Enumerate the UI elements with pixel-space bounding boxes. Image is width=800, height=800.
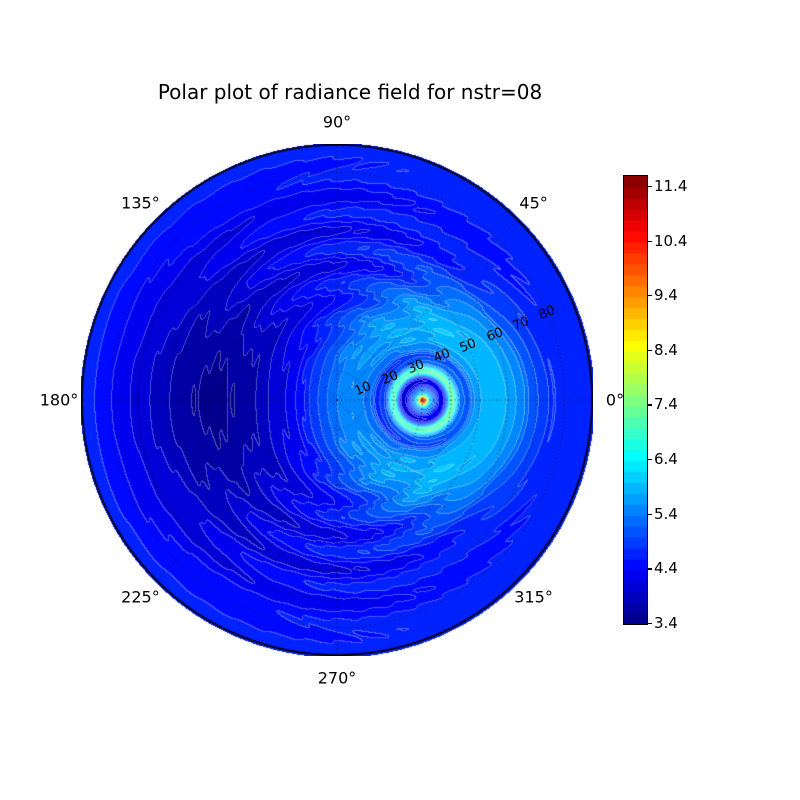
colorbar-label-3.4: 3.4 bbox=[654, 614, 678, 632]
colorbar-label-8.4: 8.4 bbox=[654, 340, 678, 359]
colorbar-tick-3.4 bbox=[647, 623, 652, 625]
colorbar-tick-4.4 bbox=[647, 568, 652, 570]
angle-label-225: 225° bbox=[121, 587, 160, 607]
polar-contour-canvas bbox=[81, 144, 593, 656]
colorbar-label-5.4: 5.4 bbox=[654, 504, 678, 523]
colorbar-tick-8.4 bbox=[647, 349, 652, 352]
angle-label-180: 180° bbox=[39, 390, 79, 410]
angle-label-270: 270° bbox=[317, 668, 357, 688]
plot-title: Polar plot of radiance field for nstr=08 bbox=[157, 80, 543, 104]
colorbar-tick-6.4 bbox=[647, 459, 652, 461]
colorbar-label-4.4: 4.4 bbox=[654, 559, 678, 578]
angle-label-90: 90° bbox=[322, 112, 352, 132]
colorbar-label-11.4: 11.4 bbox=[654, 176, 688, 195]
colorbar-label-6.4: 6.4 bbox=[654, 450, 678, 469]
colorbar bbox=[623, 175, 648, 625]
colorbar-tick-11.4 bbox=[647, 185, 652, 188]
angle-label-135: 135° bbox=[121, 193, 160, 213]
angle-label-0: 0° bbox=[605, 390, 625, 410]
colorbar-tick-9.4 bbox=[647, 295, 652, 297]
colorbar-tick-7.4 bbox=[647, 404, 652, 406]
angle-label-45: 45° bbox=[519, 193, 548, 213]
colorbar-label-7.4: 7.4 bbox=[654, 395, 678, 414]
colorbar-label-9.4: 9.4 bbox=[654, 286, 678, 305]
colorbar-label-10.4: 10.4 bbox=[654, 231, 688, 250]
angle-label-315: 315° bbox=[514, 587, 553, 607]
colorbar-tick-5.4 bbox=[647, 513, 652, 516]
colorbar-tick-10.4 bbox=[647, 240, 652, 242]
